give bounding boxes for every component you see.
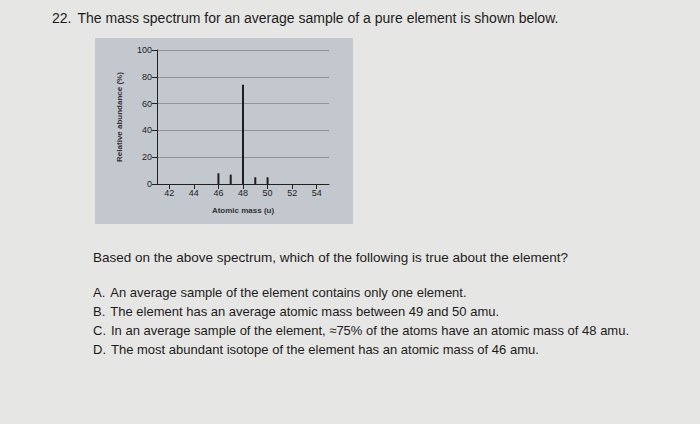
svg-text:54: 54 <box>312 188 322 198</box>
svg-text:48: 48 <box>238 188 248 198</box>
svg-text:Relative abundance (%): Relative abundance (%) <box>115 72 124 162</box>
svg-text:80: 80 <box>142 72 152 82</box>
html-text:D. The most abundant isotope o: D. The most abundant isotope of the elem… <box>93 342 539 357</box>
html-text:B. The element has an average: B. The element has an average atomic mas… <box>93 304 500 319</box>
svg-text:20: 20 <box>142 152 152 162</box>
html-text:Based on the above spectrum, w: Based on the above spectrum, which of th… <box>93 250 568 265</box>
svg-text:Atomic mass (u): Atomic mass (u) <box>212 206 275 215</box>
svg-text:40: 40 <box>142 125 152 135</box>
svg-text:52: 52 <box>287 188 297 198</box>
svg-text:46: 46 <box>213 188 223 198</box>
html-text:C. In an average sample of the: C. In an average sample of the element, … <box>93 323 629 338</box>
html-text:A. An average sample of the el: A. An average sample of the element cont… <box>93 285 467 300</box>
svg-text:60: 60 <box>142 99 152 109</box>
svg-text:50: 50 <box>263 188 273 198</box>
svg-text:0: 0 <box>147 179 152 189</box>
html-text:22. The mass spectrum for an a: 22. The mass spectrum for an average sam… <box>52 10 559 26</box>
svg-text:100: 100 <box>137 45 152 55</box>
svg-text:44: 44 <box>189 188 199 198</box>
svg-text:42: 42 <box>164 188 174 198</box>
